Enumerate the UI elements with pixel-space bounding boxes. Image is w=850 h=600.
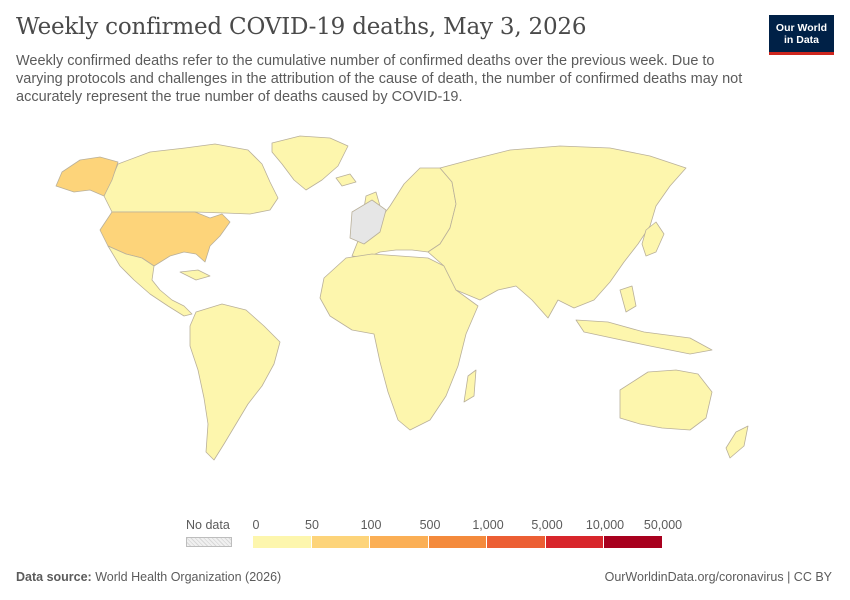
legend-tick-4: 1,000 <box>472 518 504 532</box>
continent-south-america[interactable] <box>189 303 281 461</box>
legend-bin-6[interactable] <box>604 536 663 548</box>
legend-tick-3: 500 <box>419 518 441 532</box>
data-source: Data source: World Health Organization (… <box>16 570 281 584</box>
owid-logo[interactable]: Our World in Data <box>769 15 834 55</box>
legend-bin-0[interactable] <box>253 536 312 548</box>
country-mexico[interactable] <box>107 245 193 317</box>
country-greenland[interactable] <box>271 135 349 191</box>
logo-line-2: in Data <box>783 33 819 46</box>
legend-bin-3[interactable] <box>428 536 487 548</box>
footer-url[interactable]: OurWorldinData.org/coronavirus | CC BY <box>604 570 832 584</box>
legend-tick-6: 10,000 <box>585 518 625 532</box>
continents <box>55 135 749 461</box>
country-new-zealand[interactable] <box>725 425 749 459</box>
legend-bin-5[interactable] <box>545 536 604 548</box>
data-source-label: Data source: <box>16 570 92 584</box>
region-caribbean[interactable] <box>179 269 211 281</box>
chart-title: Weekly confirmed COVID-19 deaths, May 3,… <box>16 14 587 40</box>
country-canada[interactable] <box>103 143 279 215</box>
data-source-text[interactable]: World Health Organization (2026) <box>95 570 282 584</box>
country-alaska[interactable] <box>55 156 119 197</box>
legend-tick-0: 0 <box>252 518 260 532</box>
continent-asia[interactable] <box>427 145 687 319</box>
country-japan[interactable] <box>641 221 665 257</box>
legend-no-data-swatch[interactable] <box>186 537 232 547</box>
country-iceland[interactable] <box>335 173 357 187</box>
legend-bin-2[interactable] <box>370 536 429 548</box>
legend-color-bins <box>253 536 663 548</box>
continent-africa[interactable] <box>319 253 479 431</box>
country-australia[interactable] <box>619 369 713 431</box>
country-philippines[interactable] <box>619 285 637 313</box>
legend-tick-7: 50,000 <box>643 518 683 532</box>
legend-tick-2: 100 <box>360 518 382 532</box>
legend-no-data-label: No data <box>186 518 230 532</box>
legend-bin-4[interactable] <box>487 536 546 548</box>
country-madagascar[interactable] <box>463 369 477 403</box>
world-map <box>55 135 749 461</box>
logo-line-1: Our World <box>775 21 828 34</box>
legend-bin-1[interactable] <box>311 536 370 548</box>
region-southeast-asia-islands[interactable] <box>575 319 713 355</box>
chart-subtitle: Weekly confirmed deaths refer to the cum… <box>16 53 743 105</box>
legend-tick-1: 50 <box>305 518 319 532</box>
legend-tick-5: 5,000 <box>531 518 563 532</box>
region-no-data[interactable] <box>349 199 387 245</box>
